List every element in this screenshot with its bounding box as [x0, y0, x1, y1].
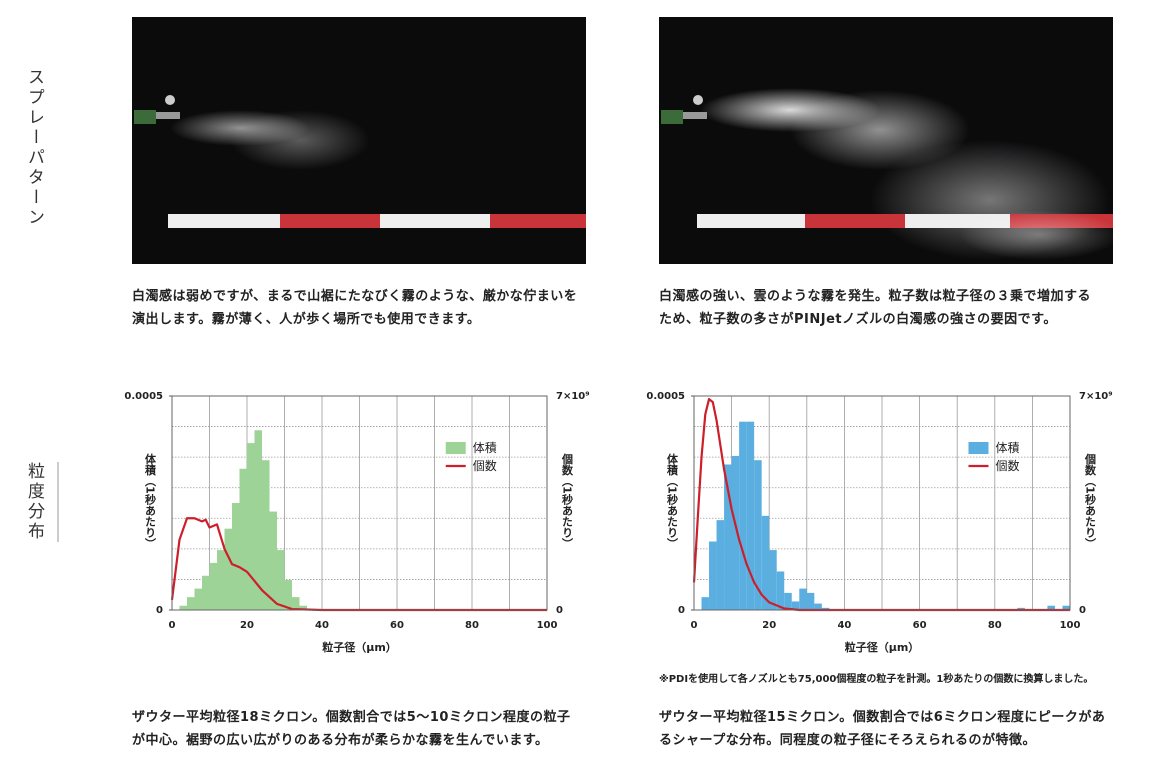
bar	[746, 421, 755, 610]
bar	[701, 597, 710, 610]
caption: 白濁感の強い、雲のような霧を発生。粒子数は粒子径の３乗で増加する ため、粒子数の…	[659, 285, 1091, 331]
caption-line: 演出します。霧が薄く、人が歩く場所でも使用できます。	[132, 312, 481, 327]
bar	[232, 503, 240, 610]
bar	[1062, 605, 1070, 610]
bar	[179, 605, 187, 610]
x-tick-label: 60	[390, 620, 404, 631]
y2-tick-label: 7×10⁹	[556, 391, 590, 402]
legend-label: 個数	[473, 458, 497, 473]
bar	[254, 430, 262, 610]
x-tick-label: 80	[465, 620, 479, 631]
y2-axis-title: 個数（1秒あたり）	[561, 452, 575, 549]
x-axis-title: 粒子径（μm）	[845, 640, 920, 654]
caption-line: 白濁感は弱めですが、まるで山裾にたなびく霧のような、厳かな佇まいを	[132, 289, 578, 304]
summary: ザウター平均粒径15ミクロン。個数割合では6ミクロン程度にピークがあ るシャープ…	[659, 706, 1105, 752]
x-tick-label: 40	[837, 620, 851, 631]
legend-label: 個数	[995, 458, 1019, 473]
y-tick-label: 0	[678, 605, 685, 616]
bar	[247, 443, 255, 610]
y-tick-label: 0.0005	[646, 391, 685, 402]
bar	[1047, 605, 1055, 610]
legend-swatch	[445, 442, 466, 454]
bar	[731, 455, 740, 610]
legend-swatch	[968, 442, 989, 454]
y2-axis-title: 個数（1秒あたり）	[1084, 452, 1098, 549]
summary-line: ザウター平均粒径15ミクロン。個数割合では6ミクロン程度にピークがあ	[659, 710, 1106, 725]
y2-tick-label: 7×10⁹	[1079, 391, 1113, 402]
plot-border	[171, 395, 548, 611]
x-axis-title: 粒子径（μm）	[322, 640, 397, 654]
bar	[202, 575, 210, 610]
bar	[716, 520, 725, 610]
x-tick-label: 60	[913, 620, 927, 631]
bar	[217, 550, 225, 610]
summary-line: が中心。裾野の広い広がりのある分布が柔らかな霧を生んでいます。	[132, 733, 549, 748]
bar	[709, 541, 717, 610]
x-tick-label: 20	[762, 620, 776, 631]
plot-border	[693, 395, 1071, 611]
x-tick-label: 100	[1060, 620, 1081, 631]
x-tick-label: 80	[988, 620, 1002, 631]
summary: ザウター平均粒径18ミクロン。個数割合では5〜10ミクロン程度の粒子 が中心。裾…	[132, 706, 570, 752]
caption-line: ため、粒子数の多さがPINJetノズルの白濁感の強さの要因です。	[659, 312, 1057, 327]
bar	[784, 592, 792, 610]
y-tick-label: 0.0005	[124, 391, 163, 402]
bar	[262, 460, 270, 610]
side-label: 粒度分布	[24, 462, 44, 542]
bar	[724, 464, 732, 610]
bar	[292, 597, 300, 610]
legend-label: 体積	[473, 440, 497, 455]
caption: 白濁感は弱めですが、まるで山裾にたなびく霧のような、厳かな佇まいを 演出します。…	[132, 285, 577, 331]
caption-line: 白濁感の強い、雲のような霧を発生。粒子数は粒子径の３乗で増加する	[659, 289, 1092, 304]
bar	[739, 421, 747, 610]
y2-tick-label: 0	[1079, 605, 1086, 616]
bar	[791, 601, 800, 610]
bar	[814, 603, 822, 610]
bar	[277, 550, 285, 610]
line	[170, 517, 547, 612]
bar	[284, 580, 292, 610]
bar	[187, 597, 195, 610]
photo-right	[659, 17, 1120, 264]
bar	[769, 550, 777, 610]
bar	[806, 592, 815, 610]
y-tick-label: 0	[156, 605, 163, 616]
side-label: スプレーパターン	[24, 68, 44, 228]
x-tick-label: 20	[240, 620, 254, 631]
bar	[776, 571, 785, 610]
bar	[269, 511, 277, 610]
bar	[754, 460, 762, 610]
summary-line: ザウター平均粒径18ミクロン。個数割合では5〜10ミクロン程度の粒子	[132, 710, 571, 725]
x-tick-label: 40	[315, 620, 329, 631]
photo-left	[132, 17, 586, 264]
y2-tick-label: 0	[556, 605, 563, 616]
summary-line: るシャープな分布。同程度の粒子径にそろえられるのが特徴。	[659, 733, 1036, 748]
bar	[194, 588, 202, 610]
bar	[299, 605, 307, 610]
y-axis-title: 体積（1秒あたり）	[144, 452, 158, 549]
x-tick-label: 100	[537, 620, 558, 631]
legend-label: 体積	[995, 440, 1019, 455]
bar	[239, 468, 247, 610]
bar	[224, 528, 232, 610]
x-tick-label: 0	[169, 620, 176, 631]
footnote: ※PDIを使用して各ノズルとも75,000個程度の粒子を計測。1秒あたりの個数に…	[659, 674, 1094, 685]
x-tick-label: 0	[691, 620, 698, 631]
bar	[761, 515, 770, 610]
bar	[799, 588, 807, 610]
bar	[209, 562, 217, 610]
y-axis-title: 体積（1秒あたり）	[666, 452, 680, 549]
line	[692, 397, 1070, 612]
